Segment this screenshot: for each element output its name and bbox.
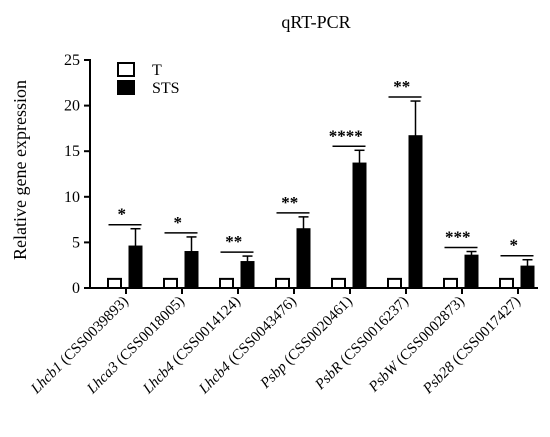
- bar-t: [275, 277, 290, 290]
- bar-sts: [128, 245, 143, 289]
- legend-label-t: T: [152, 62, 162, 79]
- bar-t: [107, 277, 122, 290]
- y-tick-label: 0: [72, 280, 80, 297]
- significance-label: *: [510, 236, 519, 255]
- legend-swatch-t: [117, 62, 135, 77]
- x-tick-label: Psb28 (CSS0017427): [420, 294, 524, 398]
- bar-sts: [352, 162, 367, 289]
- legend-label-sts: STS: [152, 80, 180, 97]
- significance-label: *: [174, 213, 183, 232]
- bar-sts: [464, 254, 479, 289]
- y-tick-label: 15: [64, 143, 80, 160]
- x-tick-label: Psbp (CSS0020461): [257, 294, 356, 393]
- significance-label: ***: [445, 228, 471, 247]
- bar-t: [331, 277, 346, 290]
- bar-t: [163, 277, 178, 290]
- y-tick-label: 20: [64, 98, 80, 115]
- x-tick-label: PsbR (CSS0016237): [312, 294, 412, 394]
- y-tick-label: 25: [64, 52, 80, 69]
- bar-sts: [184, 251, 199, 289]
- x-tick-label: Lhcb1 (CSS0039893): [28, 294, 132, 398]
- bar-t: [443, 277, 458, 290]
- bar-sts: [408, 135, 423, 289]
- legend: T STS: [117, 62, 180, 97]
- bar-sts: [520, 265, 535, 289]
- x-tick-label: PsbW (CSS0002873): [365, 294, 467, 396]
- bar-sts: [240, 261, 255, 289]
- bar-t: [499, 277, 514, 290]
- y-tick-label: 10: [64, 189, 80, 206]
- y-tick-label: 5: [72, 234, 80, 251]
- x-tick-label: Lhca3 (CSS0018005): [84, 294, 188, 398]
- y-axis-label: Relative gene expression: [10, 80, 30, 260]
- significance-label: **: [393, 77, 410, 96]
- bar-t: [387, 277, 402, 290]
- chart-title: qRT-PCR: [281, 12, 350, 32]
- significance-label: **: [225, 232, 242, 251]
- legend-swatch-sts: [117, 80, 135, 95]
- significance-label: ****: [329, 126, 363, 145]
- x-tick-label: Lhcb4 (CSS0014124): [140, 294, 244, 398]
- bar-sts: [296, 228, 311, 289]
- significance-label: **: [281, 193, 298, 212]
- x-tick-label: Lhcb4 (CSS0043476): [196, 294, 300, 398]
- significance-label: *: [118, 205, 127, 224]
- bar-t: [219, 277, 234, 290]
